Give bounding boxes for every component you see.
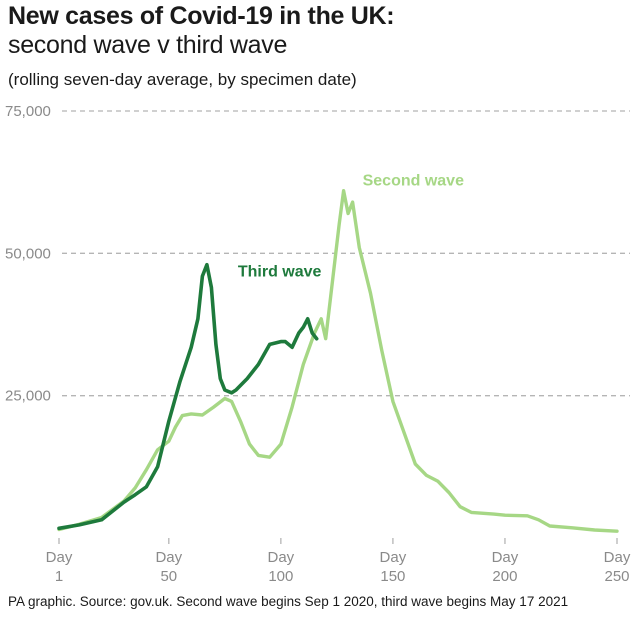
gridlines xyxy=(62,110,630,397)
source-note: PA graphic. Source: gov.uk. Second wave … xyxy=(8,594,569,609)
x-tick-label: Day xyxy=(604,549,631,566)
line-chart: 25,000 50,000 75,000 Day 1 Day 50 Day 100 Day 150… xyxy=(5,103,631,585)
y-tick-label: 50,000 xyxy=(5,245,51,262)
x-tick-label: Day xyxy=(380,549,407,566)
x-tick-value: 200 xyxy=(492,568,517,585)
x-tick-label: Day xyxy=(268,549,295,566)
x-tick-label: Day xyxy=(46,549,73,566)
series-labels: Second wave Third wave xyxy=(238,173,464,281)
x-tick-label: Day xyxy=(155,549,182,566)
series-lines xyxy=(57,189,619,533)
x-tick-value: 150 xyxy=(380,568,405,585)
chart-note: (rolling seven-day average, by specimen … xyxy=(8,70,357,89)
x-axis-ticks: Day 1 Day 50 Day 100 Day 150 Day 200 Day 250 xyxy=(46,538,631,585)
x-tick-value: 250 xyxy=(604,568,629,585)
chart-title: New cases of Covid-19 in the UK: xyxy=(8,2,395,30)
x-tick-label: Day xyxy=(492,549,519,566)
series-line-second-wave xyxy=(57,189,619,533)
series-line-third-wave xyxy=(57,262,319,531)
series-label: Third wave xyxy=(238,264,322,281)
series-label: Second wave xyxy=(363,173,464,190)
x-tick-value: 50 xyxy=(160,568,177,585)
y-tick-label: 25,000 xyxy=(5,388,51,405)
y-axis-ticks: 25,000 50,000 75,000 xyxy=(5,103,51,405)
x-tick-value: 100 xyxy=(268,568,293,585)
chart-subtitle: second wave v third wave xyxy=(8,31,288,59)
x-tick-value: 1 xyxy=(55,568,63,585)
y-tick-label: 75,000 xyxy=(5,103,51,120)
